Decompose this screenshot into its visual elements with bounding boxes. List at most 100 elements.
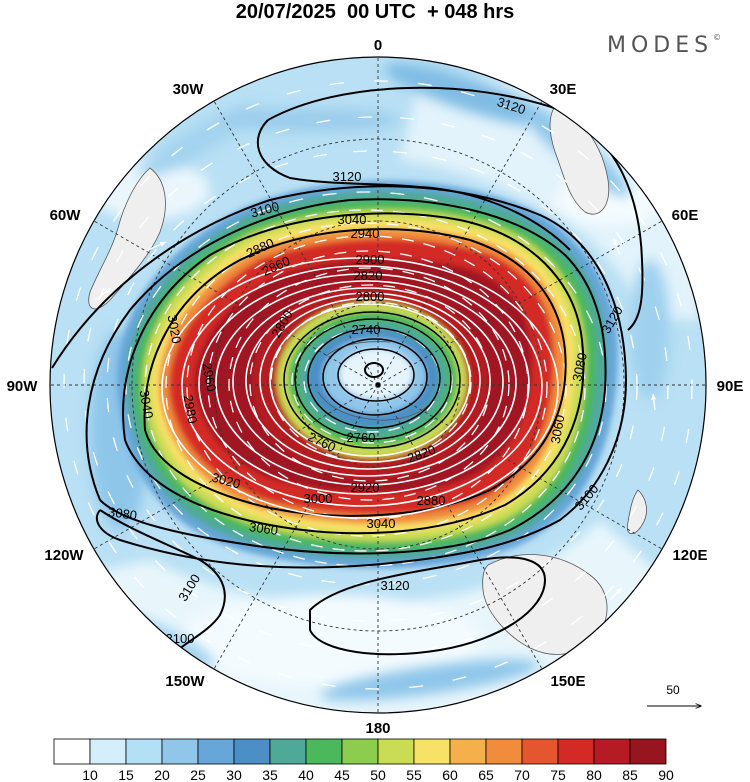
color-bar-swatch xyxy=(305,738,343,765)
contour-label: 2800 xyxy=(356,289,385,304)
contour-label: 3060 xyxy=(548,414,568,445)
map-title: 20/07/2025 00 UTC + 048 hrs xyxy=(235,1,515,23)
contour-label: 3040 xyxy=(137,389,157,420)
contour-label: 3060 xyxy=(248,519,279,538)
color-bar-tick-label: 30 xyxy=(226,767,242,782)
contour-label: 2900 xyxy=(356,252,385,267)
contour-3040 xyxy=(122,212,585,535)
color-bar-swatch xyxy=(125,738,163,765)
color-bar-tick-label: 15 xyxy=(118,767,134,782)
contour-label: 2760 xyxy=(347,430,376,445)
color-bar-tick-label: 40 xyxy=(298,767,314,782)
contour-2860 xyxy=(269,303,471,457)
contour-label: 3100 xyxy=(249,199,281,221)
streamline xyxy=(228,267,510,501)
contour-2740 xyxy=(337,348,415,402)
land-south-america xyxy=(88,167,166,310)
color-bar-swatch xyxy=(413,738,451,765)
contour-2960 xyxy=(198,273,530,495)
land-new-zealand xyxy=(626,489,647,535)
brand-text: MODES xyxy=(607,33,714,58)
contour-label: 3000 xyxy=(304,491,333,506)
lon-label-180: 180 xyxy=(365,720,390,737)
contour-label: 3020 xyxy=(210,470,242,492)
color-bar-swatch xyxy=(449,738,487,765)
contour-label: 2960 xyxy=(200,362,220,393)
lon-label-150e: 150E xyxy=(550,673,585,690)
color-bar-tick-label: 60 xyxy=(442,767,458,782)
streamline xyxy=(106,150,638,622)
contour-2940 xyxy=(215,280,517,486)
color-bar-tick-label: 20 xyxy=(154,767,170,782)
lon-label-90w: 90W xyxy=(7,378,39,395)
reference-vector-label: 50 xyxy=(666,683,680,697)
arrow-short xyxy=(609,587,623,601)
longitude-labels: 0 30E 60E 90E 120E 150E 180 150W 120W 90… xyxy=(7,37,744,737)
color-bar-tick-label: 50 xyxy=(370,767,386,782)
contour-3000 xyxy=(161,257,559,519)
arrow-short xyxy=(651,393,657,411)
vortex-contours xyxy=(283,311,461,449)
map-disk: 3120 3120 3120 3120 3100 3100 3100 3100 … xyxy=(50,57,706,713)
color-bar-tick-label: 45 xyxy=(334,767,350,782)
contour-2800 xyxy=(294,318,452,440)
color-bar-tick-label: 10 xyxy=(82,767,98,782)
continents xyxy=(88,104,647,683)
color-bar: 10 15 20 25 30 35 40 45 50 55 60 65 70 75 80 85 90 xyxy=(53,738,674,782)
lon-label-120e: 120E xyxy=(672,547,707,564)
contour-label: 3120 xyxy=(381,578,410,593)
color-bar-tick-label: 55 xyxy=(406,767,422,782)
reference-vector: 50 xyxy=(647,683,701,706)
contour-3120-south xyxy=(309,556,547,656)
modes-logo: MODES© xyxy=(607,33,721,58)
copyright-mark: © xyxy=(713,33,722,42)
contour-3100 xyxy=(51,185,628,569)
contour-label: 3120 xyxy=(333,169,362,184)
land-africa xyxy=(549,104,610,215)
lon-label-0: 0 xyxy=(374,37,382,54)
color-bar-swatch xyxy=(377,738,415,765)
contour-2780 xyxy=(307,327,441,429)
color-bar-swatch xyxy=(197,738,235,765)
color-bar-swatch xyxy=(485,738,523,765)
streamline xyxy=(83,116,669,654)
contour-label: 2880 xyxy=(417,493,446,508)
contour-2720 xyxy=(364,362,384,378)
contour-label: 2740 xyxy=(352,322,381,337)
contour-label: 2980 xyxy=(181,394,201,425)
lon-label-60e: 60E xyxy=(672,207,699,224)
color-bar-swatch xyxy=(557,738,595,765)
streamline xyxy=(63,80,693,690)
color-bar-swatch xyxy=(521,738,559,765)
color-bar-swatch xyxy=(593,738,631,765)
contour-label: 2820 xyxy=(354,268,383,283)
color-bar-swatch xyxy=(341,738,379,765)
lon-label-30w: 30W xyxy=(173,81,205,98)
wind-vectors xyxy=(63,80,693,690)
streamline xyxy=(207,250,529,520)
inner-contours xyxy=(161,257,559,519)
contour-2900 xyxy=(245,292,491,470)
contour-label: 3040 xyxy=(367,516,396,531)
arrow-short xyxy=(613,238,621,256)
contour-2760 xyxy=(322,338,428,416)
contour-2820 xyxy=(283,311,461,449)
lon-label-60w: 60W xyxy=(50,207,82,224)
contour-3120-loop xyxy=(256,119,571,251)
contour-label: 3020 xyxy=(165,314,185,345)
arrow-short xyxy=(94,287,112,301)
color-bar-tick-label: 25 xyxy=(190,767,206,782)
color-bar-swatch xyxy=(629,738,667,765)
contour-2980 xyxy=(181,265,543,507)
color-bar-tick-label: 70 xyxy=(514,767,530,782)
streamline xyxy=(165,222,567,552)
streamline xyxy=(186,235,548,537)
pole-marker xyxy=(375,382,381,388)
contour-label: 2940 xyxy=(351,226,380,241)
color-bar-tick-label: 90 xyxy=(658,767,674,782)
contour-2920 xyxy=(232,287,504,477)
color-bar-tick-label: 65 xyxy=(478,767,494,782)
lon-label-120w: 120W xyxy=(44,547,84,564)
lon-label-30e: 30E xyxy=(550,81,577,98)
